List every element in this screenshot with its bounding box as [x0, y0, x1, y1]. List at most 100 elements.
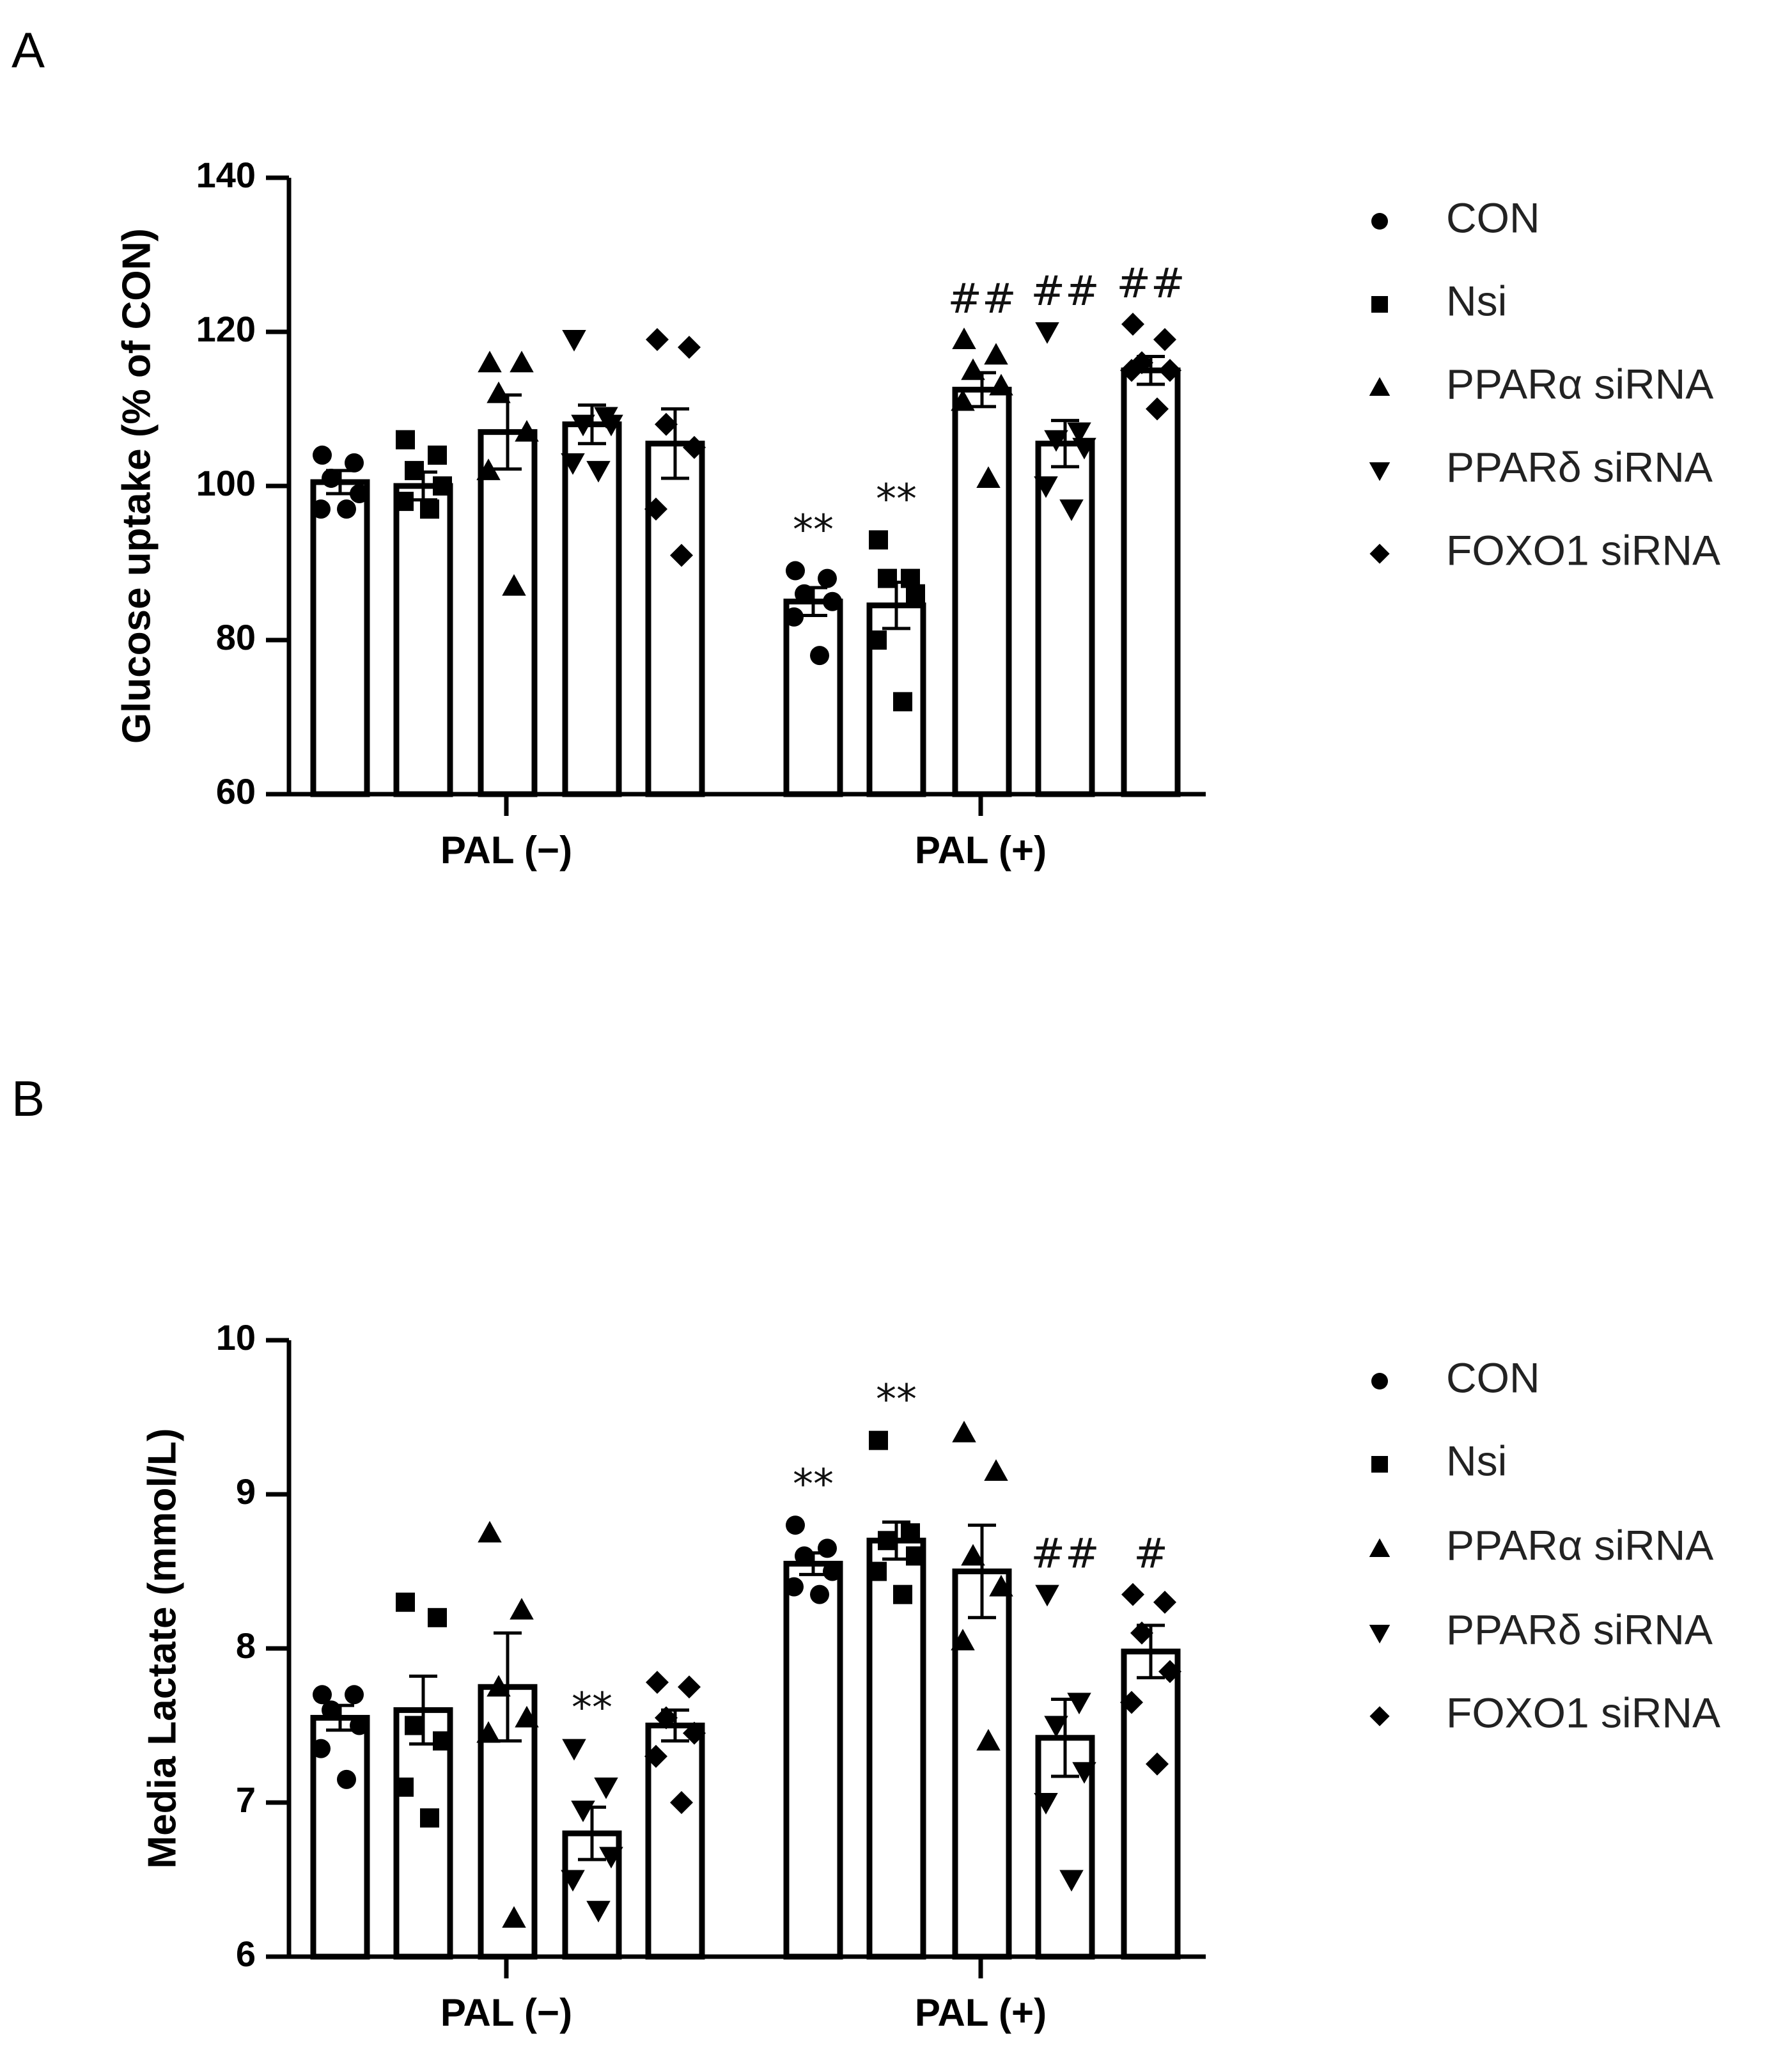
data-point — [515, 1705, 539, 1728]
data-point — [428, 1608, 447, 1627]
data-point — [678, 336, 701, 359]
data-point — [502, 574, 526, 596]
legend-marker-diamond — [1369, 1706, 1390, 1726]
significance-marker: ** — [793, 1461, 834, 1508]
data-point — [644, 1744, 667, 1768]
data-point — [561, 453, 585, 475]
significance-marker: ## — [947, 276, 1016, 323]
y-tick-label: 7 — [236, 1780, 256, 1820]
legend-marker-triangle-up — [1369, 1538, 1391, 1557]
data-point — [984, 1459, 1008, 1481]
data-point — [433, 1731, 452, 1751]
data-point — [810, 1584, 829, 1604]
bar-ppar-sirna-group-1 — [562, 421, 622, 797]
data-point — [869, 530, 888, 550]
significance-marker: ## — [1031, 1531, 1099, 1578]
data-point — [311, 499, 331, 519]
bar-foxo1-sirna-group-2 — [1121, 367, 1181, 797]
data-point — [1067, 422, 1091, 444]
data-point — [586, 460, 611, 483]
x-group-label: PAL (−) — [440, 1991, 572, 2034]
data-point — [823, 591, 842, 611]
data-point — [678, 1675, 701, 1699]
data-point — [1072, 1762, 1096, 1784]
significance-marker: ## — [1116, 260, 1185, 308]
data-point — [350, 1716, 369, 1735]
data-point — [1146, 1752, 1169, 1776]
data-point — [644, 497, 667, 521]
bar-foxo1-sirna-group-1 — [645, 441, 705, 797]
data-point — [868, 1561, 887, 1581]
bar-con-group-2 — [783, 1560, 843, 1960]
legend-marker-diamond — [1369, 544, 1390, 564]
bar-con-group-2 — [783, 599, 843, 797]
bar-ppar-sirna-group-2 — [952, 386, 1012, 797]
y-tick-label: 140 — [196, 155, 256, 195]
data-point — [1121, 312, 1144, 336]
legend-label: CON — [1446, 194, 1540, 241]
legend-label: FOXO1 siRNA — [1446, 526, 1720, 574]
data-point — [784, 607, 804, 627]
data-point — [1035, 1584, 1059, 1607]
y-tick-label: 9 — [236, 1471, 256, 1512]
data-point — [420, 1808, 439, 1828]
data-point — [428, 445, 447, 465]
data-point — [961, 358, 985, 380]
data-point — [951, 1629, 975, 1650]
data-point — [599, 414, 623, 437]
data-point — [396, 1592, 415, 1612]
data-point — [571, 1801, 595, 1822]
data-point — [1034, 1793, 1058, 1815]
data-point — [1035, 322, 1059, 344]
data-point — [562, 1739, 586, 1761]
data-point — [868, 630, 887, 650]
data-point — [322, 468, 341, 488]
data-point — [1130, 1621, 1153, 1645]
data-point — [1044, 1716, 1068, 1738]
data-point — [961, 1544, 985, 1566]
legend-marker-square — [1371, 1456, 1388, 1473]
legend: CON Nsi PPARα siRNA PPARδ siRNA FOXO1 siRNA — [1369, 1354, 1720, 1736]
legend-label: PPARα siRNA — [1446, 1521, 1713, 1569]
data-point — [345, 453, 364, 473]
y-tick-label: 8 — [236, 1625, 256, 1666]
data-point — [670, 1791, 693, 1814]
y-tick-label: 120 — [196, 309, 256, 349]
legend-marker-circle — [1371, 213, 1388, 230]
significance-marker: ## — [1031, 268, 1099, 315]
bar-con-group-1 — [310, 479, 370, 797]
data-point — [594, 1777, 618, 1799]
data-point — [313, 445, 332, 465]
data-point — [515, 419, 539, 442]
data-point — [670, 544, 693, 567]
legend-label: PPARα siRNA — [1446, 360, 1713, 407]
data-point — [396, 430, 415, 450]
data-point — [433, 476, 452, 496]
data-point — [571, 414, 595, 437]
data-point — [893, 1584, 912, 1604]
legend-marker-triangle-up — [1369, 377, 1391, 396]
data-point — [906, 1546, 925, 1566]
data-point — [951, 389, 975, 411]
data-point — [313, 1685, 332, 1705]
data-point — [394, 1777, 414, 1797]
panel-label-a: A — [12, 22, 45, 78]
panel-b: B Media Lactate (mmol/L) ******## #678910P… — [12, 1070, 1720, 2034]
legend-label: Nsi — [1446, 277, 1507, 324]
data-point — [337, 499, 356, 519]
data-point — [1120, 359, 1143, 382]
y-tick-label: 100 — [196, 463, 256, 503]
y-axis-label: Glucose uptake (% of CON) — [114, 228, 159, 744]
data-point — [510, 350, 534, 373]
data-point — [345, 1685, 364, 1705]
data-point — [646, 328, 669, 352]
data-point — [562, 330, 586, 352]
data-point — [1044, 430, 1068, 452]
data-point — [476, 1721, 501, 1743]
legend-marker-triangle-down — [1369, 462, 1391, 481]
data-point — [646, 1671, 669, 1694]
y-axis-label: Media Lactate (mmol/L) — [140, 1428, 184, 1869]
bar-ppar-sirna-group-2 — [952, 1569, 1012, 1960]
significance-marker: ** — [876, 476, 917, 523]
